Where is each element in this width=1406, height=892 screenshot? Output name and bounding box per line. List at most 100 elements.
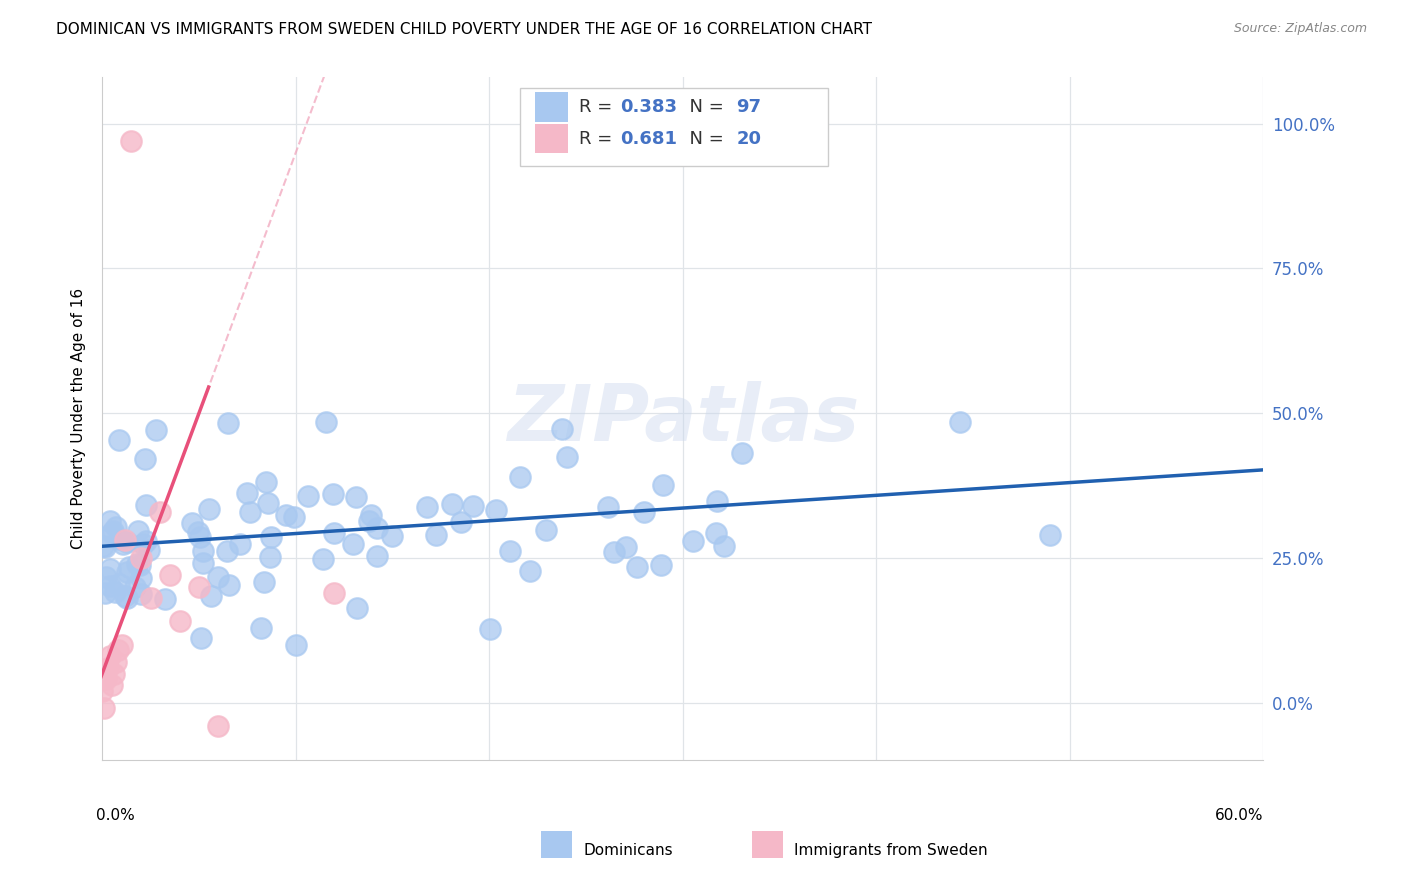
FancyBboxPatch shape [520,87,828,166]
Point [93,540,115,554]
Point [461,500,484,514]
Text: Dominicans: Dominicans [583,844,673,858]
Text: 20: 20 [737,130,761,148]
Point [342,537,364,551]
Point [218,578,240,592]
Point [235,486,257,500]
Text: DOMINICAN VS IMMIGRANTS FROM SWEDEN CHILD POVERTY UNDER THE AGE OF 16 CORRELATIO: DOMINICAN VS IMMIGRANTS FROM SWEDEN CHIL… [56,22,872,37]
Text: 60.0%: 60.0% [1215,808,1264,823]
Point [534,524,557,538]
Point [614,540,637,554]
Point [134,452,156,467]
Text: ZIPatlas: ZIPatlas [506,381,859,457]
Point [207,570,229,584]
Point [415,500,437,514]
Point [650,558,672,572]
Point [1039,528,1062,542]
Text: 0.0%: 0.0% [97,808,135,823]
Point [94,673,117,687]
Point [127,558,149,572]
Text: Immigrants from Sweden: Immigrants from Sweden [794,844,988,858]
Point [120,134,142,148]
Point [357,514,380,528]
Point [519,565,541,579]
Point [366,520,388,534]
Text: R =: R = [579,98,619,117]
Point [135,533,157,548]
Point [626,559,648,574]
Point [322,526,344,541]
Point [93,701,115,715]
Point [598,500,620,515]
Point [149,504,172,518]
Point [366,549,388,564]
Point [217,544,239,558]
Point [100,525,122,540]
Point [117,591,139,606]
Point [103,666,125,681]
Point [322,487,344,501]
Point [257,496,280,510]
Point [253,574,276,589]
Point [602,545,624,559]
Point [259,550,281,565]
Point [284,638,307,652]
Point [193,556,215,570]
Point [101,678,124,692]
Point [323,585,346,599]
Point [139,591,162,606]
Point [91,684,114,698]
Point [98,649,121,664]
Point [98,561,121,575]
Point [731,446,754,460]
Point [169,615,191,629]
Text: 0.383: 0.383 [620,98,678,117]
Point [682,534,704,549]
Point [114,589,136,603]
Point [159,568,181,582]
Point [706,494,728,508]
Point [441,497,464,511]
Point [315,415,337,429]
Point [96,570,118,584]
Point [138,542,160,557]
Point [297,489,319,503]
Point [509,469,531,483]
Point [105,520,128,534]
Point [129,587,152,601]
Point [127,524,149,538]
Point [128,558,150,572]
Point [98,514,121,528]
Point [704,526,727,541]
Point [97,661,120,675]
Point [103,585,125,599]
Point [115,534,138,549]
Point [188,580,211,594]
Point [633,505,655,519]
Point [101,524,124,538]
Point [207,719,229,733]
Text: R =: R = [579,130,619,148]
Point [198,501,221,516]
Text: N =: N = [678,98,730,117]
Point [110,638,132,652]
Point [217,416,239,430]
Point [344,490,367,504]
Y-axis label: Child Poverty Under the Age of 16: Child Poverty Under the Age of 16 [72,288,86,549]
Point [129,571,152,585]
Point [91,539,114,553]
Point [360,508,382,522]
Text: Source: ZipAtlas.com: Source: ZipAtlas.com [1233,22,1367,36]
Point [239,505,262,519]
Point [190,631,212,645]
Point [713,539,735,553]
Point [145,424,167,438]
Point [98,579,121,593]
Text: 0.681: 0.681 [620,130,678,148]
Text: N =: N = [678,130,730,148]
Point [187,525,209,540]
Point [108,532,131,546]
Point [551,422,574,436]
Point [108,577,131,591]
Point [118,559,141,574]
